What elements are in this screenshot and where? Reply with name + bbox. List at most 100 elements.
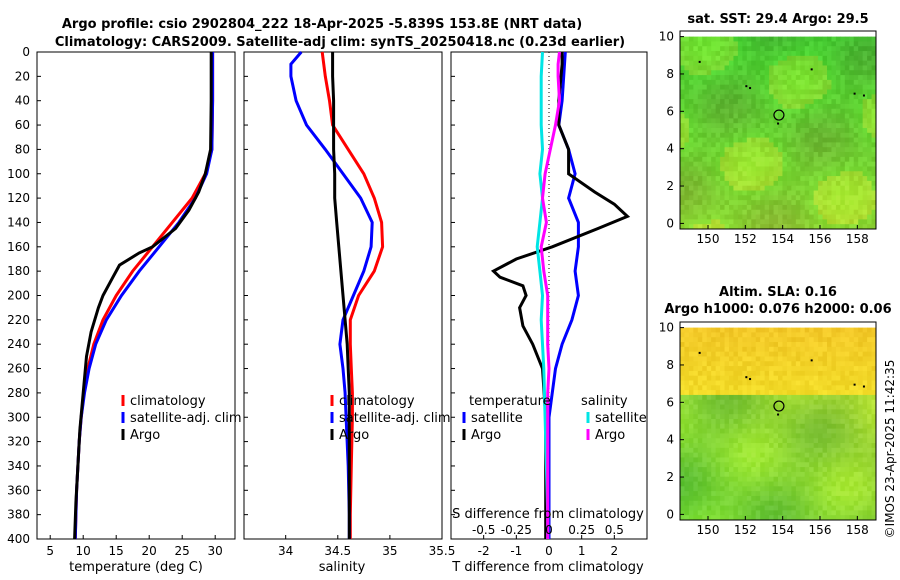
map-cell — [795, 462, 801, 468]
map-cell — [800, 142, 806, 148]
map-cell — [809, 491, 815, 497]
map-cell — [746, 342, 752, 348]
map-cell — [729, 65, 734, 71]
map-cell — [702, 433, 708, 439]
map-cell — [831, 356, 837, 362]
map-cell — [684, 60, 690, 66]
map-cell — [751, 515, 757, 521]
map-cell — [862, 457, 868, 463]
map-cell — [764, 75, 770, 81]
map-cell — [688, 99, 694, 105]
map-cell — [795, 457, 801, 463]
map-cell — [786, 108, 792, 115]
map-cell — [778, 185, 783, 192]
map-cell — [822, 471, 828, 478]
map-cell — [804, 438, 810, 444]
map-cell — [871, 390, 877, 396]
map-cell — [858, 423, 864, 430]
map-cell — [849, 79, 855, 86]
map-cell — [804, 176, 810, 182]
map-cell — [818, 99, 824, 105]
map-cell — [858, 113, 864, 119]
map-cell — [844, 404, 850, 410]
map-cell — [809, 447, 815, 454]
map-cell — [773, 361, 779, 367]
map-cell — [831, 36, 837, 42]
map-cell — [742, 103, 748, 110]
map-cell — [702, 476, 708, 483]
map-cell — [688, 123, 694, 129]
map-cell — [840, 89, 846, 95]
map-cell — [804, 443, 810, 449]
map-cell — [742, 46, 748, 52]
map-cell — [831, 351, 837, 357]
map-cell — [684, 171, 690, 177]
map-cell — [849, 51, 855, 57]
map-cell — [849, 510, 855, 516]
map-cell — [724, 491, 730, 497]
map-cell — [782, 428, 788, 434]
map-cell — [711, 404, 717, 410]
map-cell — [871, 190, 877, 196]
map-cell — [804, 195, 810, 201]
map-cell — [702, 394, 708, 401]
map-cell — [720, 176, 726, 182]
map-cell — [778, 94, 783, 100]
map-cell — [733, 399, 739, 406]
map-cell — [809, 180, 815, 187]
map-cell — [760, 127, 766, 134]
map-cell — [680, 438, 685, 444]
map-cell — [849, 481, 855, 487]
map-cell — [791, 380, 797, 386]
map-cell — [835, 385, 841, 391]
map-cell — [800, 180, 806, 187]
map-cell — [813, 476, 819, 483]
map-cell — [791, 46, 797, 52]
map-cell — [778, 108, 783, 115]
map-cell — [773, 132, 779, 139]
map-cell — [822, 433, 828, 439]
map-cell — [706, 443, 712, 449]
map-cell — [706, 70, 712, 76]
map-cell — [684, 166, 690, 172]
map-cell — [729, 103, 734, 110]
map-x-tick-label: 150 — [697, 523, 720, 537]
map-cell — [782, 75, 788, 81]
map-cell — [822, 200, 828, 206]
map-cell — [849, 332, 855, 338]
map-cell — [724, 409, 730, 415]
map-cell — [835, 481, 841, 487]
map-cell — [711, 361, 717, 367]
map-cell — [835, 515, 841, 521]
map-cell — [729, 99, 734, 105]
map-cell — [764, 180, 770, 187]
map-cell — [684, 515, 690, 521]
map-cell — [729, 409, 734, 415]
map-frame — [679, 321, 877, 521]
map-cell — [764, 375, 770, 382]
map-cell — [867, 361, 873, 367]
map-cell — [751, 180, 757, 187]
map-cell — [773, 515, 779, 521]
map-cell — [688, 476, 694, 483]
map-cell — [867, 462, 873, 468]
map-cell — [755, 99, 761, 105]
map-cell — [809, 457, 815, 463]
map-cell — [684, 351, 690, 357]
map-cell — [782, 409, 788, 415]
map-cell — [751, 447, 757, 454]
y-tick-label: 160 — [7, 240, 30, 254]
map-cell — [858, 132, 864, 139]
map-cell — [760, 443, 766, 449]
map-cell — [760, 423, 766, 430]
map-cell — [853, 41, 859, 47]
map-cell — [737, 65, 743, 71]
map-cell — [702, 214, 708, 220]
map-cell — [733, 185, 739, 192]
map-cell — [853, 346, 859, 353]
map-cell — [782, 414, 788, 420]
map-cell — [862, 41, 868, 47]
map-cell — [853, 361, 859, 367]
map-cell — [844, 500, 850, 507]
legend-label: satellite — [595, 411, 647, 426]
